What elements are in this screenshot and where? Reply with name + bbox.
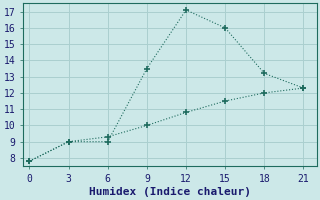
X-axis label: Humidex (Indice chaleur): Humidex (Indice chaleur) (89, 186, 251, 197)
